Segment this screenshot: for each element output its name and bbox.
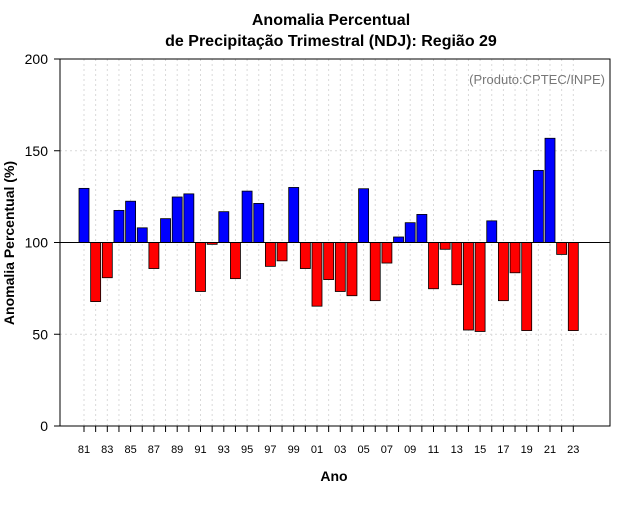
bar-13 — [451, 242, 463, 286]
chart-title-line2: de Precipitação Trimestral (NDJ): Região… — [165, 33, 497, 50]
bar-22 — [556, 242, 568, 255]
bar-89 — [171, 196, 183, 243]
bar-19 — [521, 242, 533, 331]
bar-14 — [463, 242, 474, 331]
grid-lines — [60, 59, 610, 426]
bar-09 — [404, 222, 416, 243]
x-tick-label: 05 — [357, 444, 369, 456]
y-tick-label: 0 — [40, 418, 48, 434]
bar-93 — [218, 211, 230, 243]
bar-91 — [195, 242, 206, 292]
x-tick-label: 11 — [428, 444, 439, 456]
x-tick-label: 95 — [241, 444, 253, 456]
bar-08 — [393, 236, 404, 243]
x-tick-label: 15 — [474, 444, 486, 456]
x-tick-label: 81 — [78, 444, 90, 456]
x-tick-label: 03 — [334, 444, 346, 456]
bar-96 — [253, 203, 265, 243]
bar-07 — [381, 242, 393, 264]
bar-82 — [90, 242, 102, 302]
y-tick-label: 150 — [25, 143, 49, 159]
bar-21 — [544, 137, 556, 243]
bar-17 — [497, 242, 509, 302]
y-axis-label: Anomalia Percentual (%) — [1, 161, 17, 325]
x-axis-label: Ano — [320, 468, 347, 484]
x-tick-label: 85 — [124, 444, 136, 456]
bar-10 — [416, 214, 428, 243]
bar-84 — [113, 209, 125, 243]
x-tick-label: 21 — [544, 444, 556, 456]
bar-98 — [276, 242, 288, 262]
x-tick-label: 13 — [451, 444, 463, 456]
x-tick-label: 91 — [194, 444, 206, 456]
bar-97 — [264, 242, 276, 267]
x-tick-label: 07 — [381, 444, 393, 456]
x-tick-label: 19 — [521, 444, 533, 456]
bar-85 — [125, 200, 136, 243]
credit-annotation: (Produto:CPTEC/INPE) — [469, 72, 605, 87]
bar-00 — [299, 242, 311, 269]
axes: 0 50 100 150 200 81 83 85 87 89 91 93 95 97 99 01 03 05 07… — [25, 51, 611, 456]
x-tick-label: 01 — [311, 444, 323, 456]
bar-12 — [439, 242, 451, 250]
bar-94 — [230, 242, 241, 280]
bar-90 — [183, 193, 195, 243]
bar-05 — [358, 188, 370, 243]
bar-04 — [346, 242, 358, 297]
bar-83 — [101, 242, 113, 279]
bar-06 — [369, 242, 381, 302]
x-tick-label: 89 — [171, 444, 183, 456]
x-tick-label: 17 — [497, 444, 509, 456]
y-tick-label: 100 — [25, 235, 49, 251]
bars — [78, 137, 579, 332]
bar-18 — [509, 242, 521, 274]
x-tick-label: 09 — [404, 444, 416, 456]
chart-title-line1: Anomalia Percentual — [252, 12, 410, 29]
x-tick-label: 99 — [288, 444, 300, 456]
y-tick-label: 50 — [32, 326, 48, 342]
x-tick-label: 97 — [264, 444, 276, 456]
x-tick-label: 83 — [101, 444, 113, 456]
bar-23 — [567, 242, 579, 331]
bar-01 — [311, 242, 323, 307]
bar-81 — [78, 187, 90, 243]
bar-11 — [428, 242, 439, 290]
bar-16 — [486, 220, 498, 243]
bar-95 — [241, 190, 253, 243]
bar-86 — [136, 227, 148, 243]
x-tick-label: 23 — [567, 444, 579, 456]
y-tick-label: 200 — [25, 51, 49, 67]
bar-87 — [148, 242, 160, 269]
bar-03 — [334, 242, 346, 292]
bar-20 — [532, 169, 544, 243]
bar-15 — [474, 242, 486, 332]
bar-02 — [323, 242, 335, 280]
bar-88 — [160, 218, 171, 243]
x-tick-label: 87 — [148, 444, 160, 456]
x-tick-label: 93 — [218, 444, 230, 456]
bar-99 — [288, 187, 300, 243]
